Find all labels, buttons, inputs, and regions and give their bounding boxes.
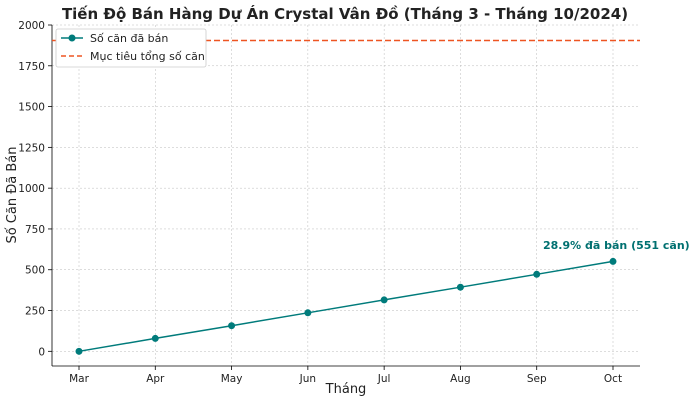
data-point <box>75 347 83 355</box>
data-point <box>304 309 312 317</box>
x-tick-label: Jul <box>377 373 391 385</box>
data-point <box>533 270 541 278</box>
x-tick-label: Mar <box>69 373 89 385</box>
y-tick-label: 2000 <box>18 20 45 32</box>
x-tick-label: Jun <box>299 373 316 385</box>
x-ticks: Mar Apr May Jun Jul Aug Sep Oct <box>69 366 622 385</box>
y-tick-label: 0 <box>38 346 45 358</box>
series-line <box>78 260 614 353</box>
data-points <box>75 257 617 355</box>
y-tick-label: 750 <box>25 224 45 236</box>
chart-title: Tiến Độ Bán Hàng Dự Án Crystal Vân Đồ (T… <box>62 4 628 23</box>
x-tick-label: Apr <box>146 373 165 385</box>
y-tick-label: 1000 <box>18 183 45 195</box>
y-ticks: 0 250 500 750 1000 1250 1500 1750 2000 <box>18 20 52 358</box>
data-point <box>228 322 236 330</box>
y-tick-label: 1250 <box>18 142 45 154</box>
y-axis-label: Số Căn Đã Bán <box>5 146 20 243</box>
y-tick-label: 500 <box>25 265 45 277</box>
legend-series-label: Số căn đã bán <box>90 32 168 45</box>
legend-box <box>55 28 207 68</box>
x-axis-label: Tháng <box>325 382 367 397</box>
x-tick-label: Oct <box>604 373 622 385</box>
legend: Số căn đã bán Mục tiêu tổng số căn <box>55 28 207 68</box>
legend-target-label: Mục tiêu tổng số căn <box>90 50 205 63</box>
x-tick-label: Sep <box>527 373 547 385</box>
y-tick-label: 1500 <box>18 102 45 114</box>
grid <box>52 24 640 366</box>
x-tick-label: Aug <box>450 373 471 385</box>
data-point <box>151 334 159 342</box>
y-tick-label: 1750 <box>18 61 45 73</box>
data-point <box>380 296 388 304</box>
data-point <box>456 283 464 291</box>
y-tick-label: 250 <box>25 306 45 318</box>
annotation: 28.9% đã bán (551 căn) <box>543 239 690 252</box>
x-tick-label: May <box>221 373 243 385</box>
data-point <box>609 257 617 265</box>
legend-series-marker <box>68 34 76 42</box>
